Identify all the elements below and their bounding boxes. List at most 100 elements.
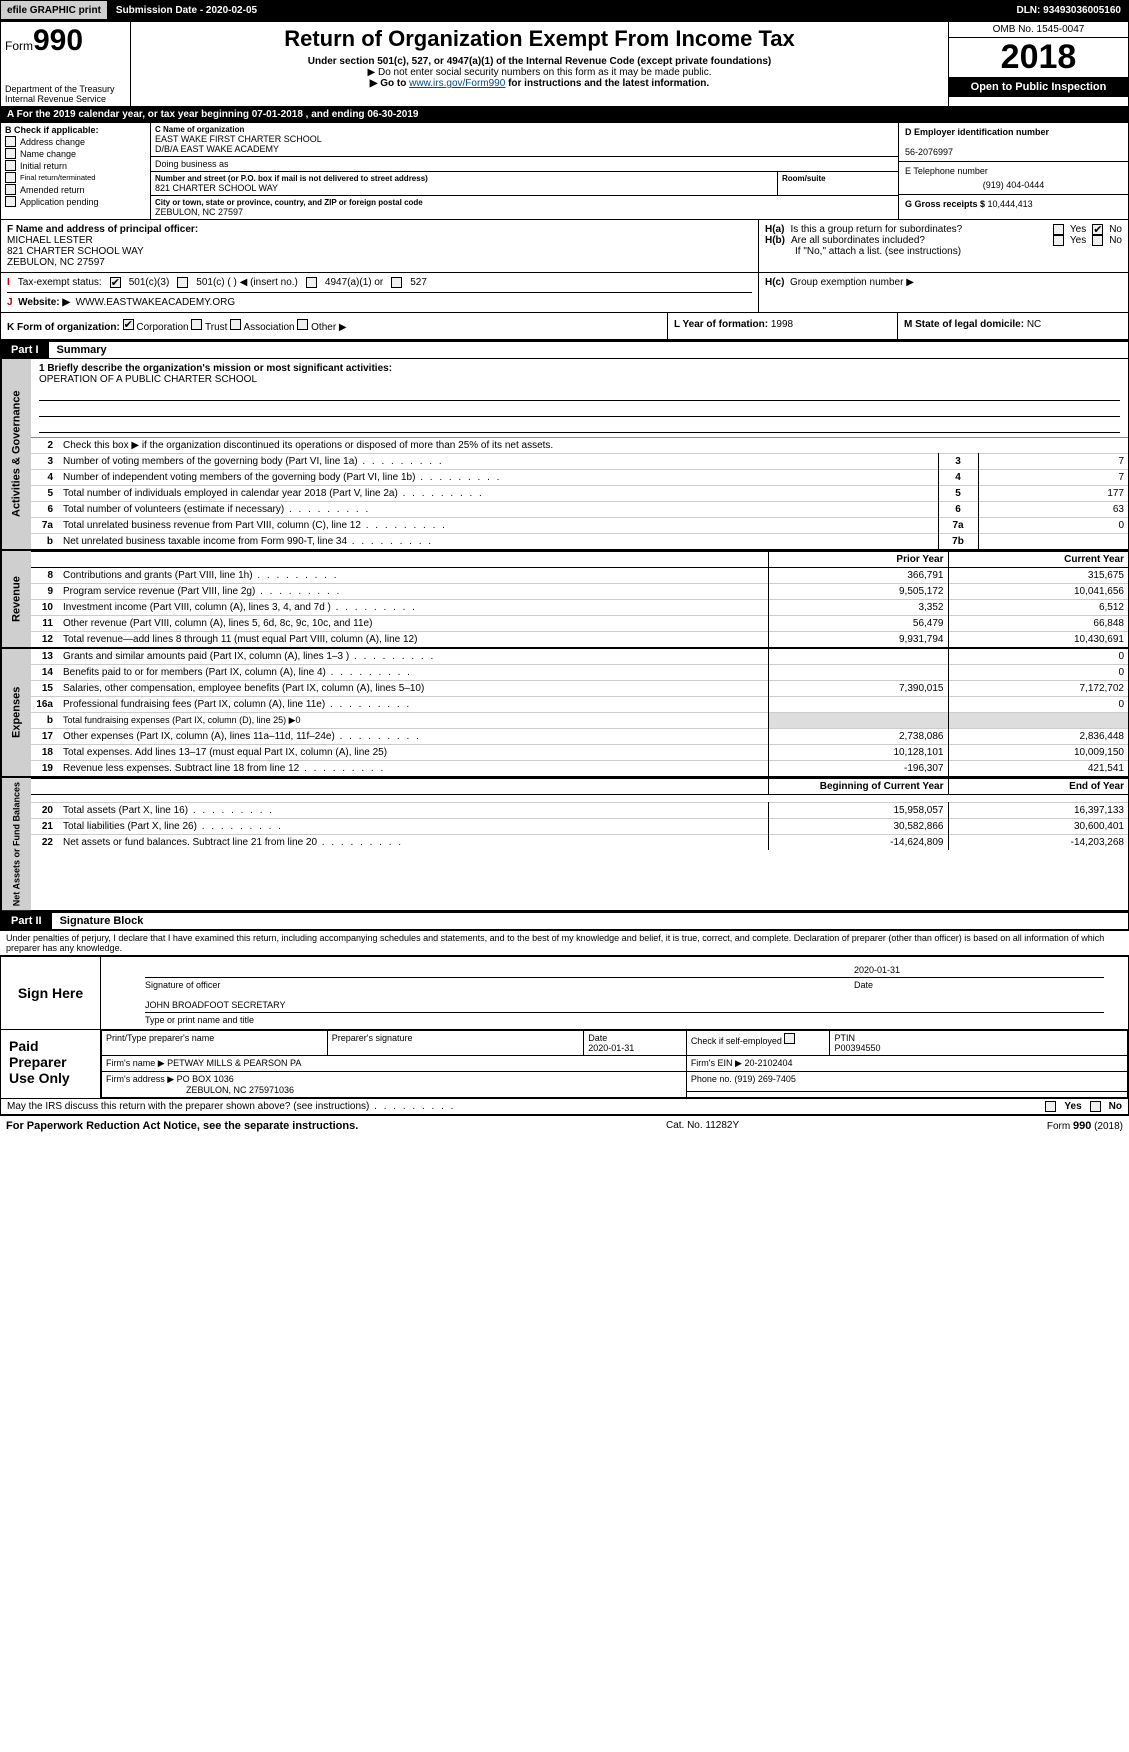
block-b-through-g: B Check if applicable: Address change Na… <box>0 123 1129 220</box>
h-a-yes-chk[interactable] <box>1053 224 1064 235</box>
chk-amended-return[interactable]: Amended return <box>5 184 146 195</box>
expenses-body: 13Grants and similar amounts paid (Part … <box>31 649 1128 776</box>
form-subtitle-3: ▶ Go to www.irs.gov/Form990 for instruct… <box>135 78 944 89</box>
topbar: efile GRAPHIC print Submission Date - 20… <box>0 0 1129 20</box>
chk-initial-return-label: Initial return <box>20 161 67 171</box>
chk-other[interactable] <box>297 319 308 330</box>
phone-value: (919) 404-0444 <box>905 176 1122 190</box>
gross-receipts-value: 10,444,413 <box>988 199 1033 209</box>
org-name-1: EAST WAKE FIRST CHARTER SCHOOL <box>155 134 894 144</box>
sign-date-value: 2020-01-31 <box>854 965 1104 975</box>
line-12: 12Total revenue—add lines 8 through 11 (… <box>31 632 1128 648</box>
chk-501c3[interactable] <box>110 277 121 288</box>
chk-final-return[interactable]: Final return/terminated <box>5 172 146 183</box>
paid-preparer-label: Paid Preparer Use Only <box>1 1030 101 1098</box>
form-subtitle-1: Under section 501(c), 527, or 4947(a)(1)… <box>135 56 944 67</box>
chk-4947[interactable] <box>306 277 317 288</box>
form-number: Form990 <box>5 24 126 58</box>
form-header: Form990 Department of the Treasury Inter… <box>0 20 1129 107</box>
line-9: 9Program service revenue (Part VIII, lin… <box>31 584 1128 600</box>
print-name-label: Type or print name and title <box>145 1015 1104 1025</box>
h-b-no-chk[interactable] <box>1092 235 1103 246</box>
chk-address-change[interactable]: Address change <box>5 136 146 147</box>
officer-name: MICHAEL LESTER <box>7 235 93 246</box>
officer-addr2: ZEBULON, NC 27597 <box>7 257 105 268</box>
chk-527[interactable] <box>391 277 402 288</box>
sign-fields: 2020-01-31 Signature of officer Date JOH… <box>101 957 1128 1029</box>
activities-table: 2 Check this box ▶ if the organization d… <box>31 438 1128 549</box>
efile-print-button[interactable]: efile GRAPHIC print <box>0 0 108 20</box>
line-18: 18Total expenses. Add lines 13–17 (must … <box>31 745 1128 761</box>
section-h-c: H(c) Group exemption number ▶ <box>758 273 1128 312</box>
chk-name-change[interactable]: Name change <box>5 148 146 159</box>
chk-initial-return[interactable]: Initial return <box>5 160 146 171</box>
section-d-e-g: D Employer identification number 56-2076… <box>898 123 1128 219</box>
topbar-spacer <box>265 0 1008 20</box>
form-990-num: 990 <box>33 24 83 57</box>
chk-501c[interactable] <box>177 277 188 288</box>
line-17: 17Other expenses (Part IX, column (A), l… <box>31 729 1128 745</box>
prep-self-employed-cell: Check if self-employed <box>686 1031 830 1056</box>
line-7a: 7aTotal unrelated business revenue from … <box>31 518 1128 534</box>
summary-expenses: Expenses 13Grants and similar amounts pa… <box>0 648 1129 777</box>
chk-amended-return-label: Amended return <box>20 185 85 195</box>
prep-ptin-cell: PTINP00394550 <box>830 1031 1128 1056</box>
dept-treasury: Department of the Treasury <box>5 84 126 94</box>
section-b: B Check if applicable: Address change Na… <box>1 123 151 219</box>
firm-ein-cell: Firm's EIN ▶ 20-2102404 <box>686 1056 1127 1072</box>
street-address: 821 CHARTER SCHOOL WAY <box>155 183 773 193</box>
part-1-title: Summary <box>49 342 115 358</box>
col-begin-year: Beginning of Current Year <box>768 779 948 795</box>
m-label: M State of legal domicile: <box>904 319 1027 330</box>
chk-corporation[interactable] <box>123 319 134 330</box>
chk-association[interactable] <box>230 319 241 330</box>
k-trust: Trust <box>205 322 227 333</box>
footer-right: Form 990 (2018) <box>1047 1120 1123 1132</box>
chk-self-employed[interactable] <box>784 1033 795 1044</box>
l-value: 1998 <box>771 319 793 330</box>
k-corp: Corporation <box>136 322 188 333</box>
row-k-l-m: K Form of organization: Corporation Trus… <box>0 313 1129 340</box>
ein-value: 56-2076997 <box>905 147 953 157</box>
form-subtitle-2: ▶ Do not enter social security numbers o… <box>135 67 944 78</box>
net-assets-body: Beginning of Current Year End of Year 20… <box>31 778 1128 910</box>
discuss-yes-chk[interactable] <box>1045 1101 1056 1112</box>
row-i-j: I Tax-exempt status: 501(c)(3) 501(c) ( … <box>0 273 1129 313</box>
paid-label: Paid <box>9 1038 92 1054</box>
chk-trust[interactable] <box>191 319 202 330</box>
city-state-zip: ZEBULON, NC 27597 <box>155 207 894 217</box>
submission-date-label: Submission Date - 2020-02-05 <box>108 0 265 20</box>
signature-block: Sign Here 2020-01-31 Signature of office… <box>0 955 1129 1030</box>
header-left: Form990 Department of the Treasury Inter… <box>1 22 131 106</box>
irs-link[interactable]: www.irs.gov/Form990 <box>409 78 505 89</box>
org-name-label: C Name of organization <box>155 125 894 134</box>
line-8: 8Contributions and grants (Part VIII, li… <box>31 568 1128 584</box>
k-other: Other ▶ <box>311 322 346 333</box>
summary-activities-governance: Activities & Governance 1 Briefly descri… <box>0 359 1129 550</box>
org-name-cell: C Name of organization EAST WAKE FIRST C… <box>151 123 898 157</box>
chk-application-pending[interactable]: Application pending <box>5 196 146 207</box>
h-b-yes-chk[interactable] <box>1053 235 1064 246</box>
gross-receipts-cell: G Gross receipts $ 10,444,413 <box>899 195 1128 213</box>
line-5: 5Total number of individuals employed in… <box>31 486 1128 502</box>
section-l: L Year of formation: 1998 <box>668 313 898 339</box>
line-6: 6Total number of volunteers (estimate if… <box>31 502 1128 518</box>
col-end-year: End of Year <box>948 779 1128 795</box>
col-prior-year: Prior Year <box>768 552 948 568</box>
h-a-no-chk[interactable] <box>1092 224 1103 235</box>
form-prefix: Form <box>5 39 33 53</box>
k-label: K Form of organization: <box>7 322 120 333</box>
line-19: 19Revenue less expenses. Subtract line 1… <box>31 761 1128 777</box>
m-value: NC <box>1027 319 1041 330</box>
col-current-year: Current Year <box>948 552 1128 568</box>
line-15: 15Salaries, other compensation, employee… <box>31 681 1128 697</box>
omb-number: OMB No. 1545-0047 <box>949 22 1128 38</box>
discuss-no-chk[interactable] <box>1090 1101 1101 1112</box>
room-label: Room/suite <box>782 174 894 183</box>
sidebar-activities: Activities & Governance <box>1 359 31 549</box>
k-assoc: Association <box>243 322 294 333</box>
section-c: C Name of organization EAST WAKE FIRST C… <box>151 123 898 219</box>
firm-phone-cell: Phone no. (919) 269-7405 <box>686 1072 1127 1092</box>
line-11: 11Other revenue (Part VIII, column (A), … <box>31 616 1128 632</box>
form-title: Return of Organization Exempt From Incom… <box>135 26 944 52</box>
